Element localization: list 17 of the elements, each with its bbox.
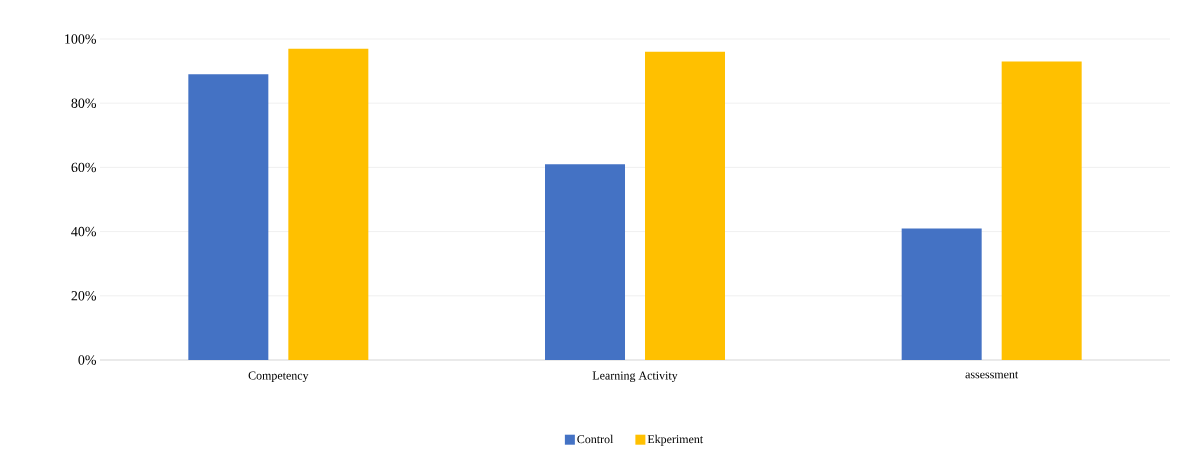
bar: [188, 74, 269, 360]
y-tick-label: 100%: [65, 34, 96, 44]
y-tick-label: 80%: [71, 98, 96, 108]
bar: [901, 228, 982, 360]
y-tick-label: 60%: [71, 162, 96, 173]
bar: [645, 51, 725, 360]
x-tick-label: Competency: [248, 371, 309, 383]
x-tick-label: assessment: [965, 371, 1019, 379]
bar: [545, 164, 625, 360]
legend-label: Control: [577, 434, 614, 444]
legend-label: Ekperiment: [647, 434, 704, 446]
y-tick-label: 20%: [71, 291, 96, 301]
bar: [1001, 61, 1082, 360]
y-tick-label: 0%: [78, 355, 96, 365]
bar: [288, 48, 369, 360]
x-tick-label: Learning Activity: [592, 371, 678, 383]
y-tick-label: 40%: [71, 226, 96, 237]
